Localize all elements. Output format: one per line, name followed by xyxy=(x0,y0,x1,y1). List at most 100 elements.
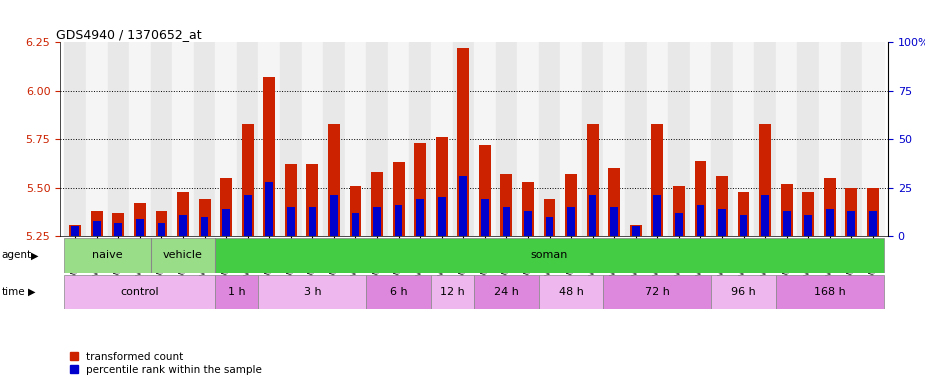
Bar xyxy=(474,275,538,309)
Bar xyxy=(395,205,402,236)
Text: 48 h: 48 h xyxy=(559,287,584,297)
Bar xyxy=(345,42,366,236)
Bar xyxy=(695,161,707,236)
Bar xyxy=(280,42,302,236)
Bar xyxy=(862,42,883,236)
Bar xyxy=(222,209,230,236)
Bar xyxy=(797,42,819,236)
Bar xyxy=(546,217,553,236)
Bar xyxy=(438,197,446,236)
Bar xyxy=(582,42,603,236)
Bar xyxy=(754,42,776,236)
Bar xyxy=(824,178,835,236)
Bar xyxy=(172,42,194,236)
Bar xyxy=(71,227,79,236)
Text: agent: agent xyxy=(2,250,32,260)
Bar xyxy=(737,192,749,236)
Bar xyxy=(479,145,491,236)
Bar xyxy=(474,42,496,236)
Text: 168 h: 168 h xyxy=(814,287,845,297)
Bar xyxy=(668,42,690,236)
Bar xyxy=(371,172,383,236)
Bar xyxy=(302,42,323,236)
Bar xyxy=(524,211,532,236)
Bar xyxy=(306,164,318,236)
Bar xyxy=(733,42,754,236)
Bar xyxy=(216,275,258,309)
Bar xyxy=(265,182,273,236)
Bar xyxy=(776,275,883,309)
Bar xyxy=(86,42,107,236)
Text: 24 h: 24 h xyxy=(494,287,519,297)
Bar xyxy=(522,182,534,236)
Bar xyxy=(653,195,661,236)
Bar xyxy=(675,213,683,236)
Bar xyxy=(151,238,216,273)
Bar xyxy=(373,207,381,236)
Text: 3 h: 3 h xyxy=(303,287,321,297)
Bar xyxy=(826,209,833,236)
Bar xyxy=(115,223,122,236)
Text: GDS4940 / 1370652_at: GDS4940 / 1370652_at xyxy=(56,28,202,41)
Bar xyxy=(431,275,474,309)
Bar xyxy=(65,42,86,236)
Bar xyxy=(538,275,603,309)
Bar xyxy=(410,42,431,236)
Bar xyxy=(436,137,448,236)
Text: ▶: ▶ xyxy=(28,287,35,297)
Bar xyxy=(258,42,280,236)
Bar xyxy=(783,211,791,236)
Bar xyxy=(155,211,167,236)
Bar xyxy=(258,275,366,309)
Text: ▶: ▶ xyxy=(31,250,38,260)
Bar xyxy=(113,213,124,236)
Bar xyxy=(91,211,103,236)
Bar xyxy=(776,42,797,236)
Bar xyxy=(457,48,469,236)
Bar xyxy=(241,124,253,236)
Bar xyxy=(431,42,452,236)
Bar xyxy=(870,211,877,236)
Bar xyxy=(201,217,208,236)
Bar xyxy=(264,77,275,236)
Bar xyxy=(819,42,841,236)
Bar xyxy=(690,42,711,236)
Bar xyxy=(194,42,216,236)
Bar xyxy=(632,227,639,236)
Bar xyxy=(366,275,431,309)
Bar xyxy=(841,42,862,236)
Bar xyxy=(136,219,143,236)
Bar xyxy=(199,199,211,236)
Bar xyxy=(761,195,769,236)
Bar xyxy=(216,42,237,236)
Bar xyxy=(500,174,512,236)
Bar xyxy=(134,203,146,236)
Bar xyxy=(740,215,747,236)
Bar xyxy=(69,225,81,236)
Text: control: control xyxy=(120,287,159,297)
Legend: transformed count, percentile rank within the sample: transformed count, percentile rank withi… xyxy=(66,348,266,379)
Bar xyxy=(561,42,582,236)
Text: soman: soman xyxy=(531,250,568,260)
Bar xyxy=(330,195,338,236)
Text: time: time xyxy=(2,287,26,297)
Text: 12 h: 12 h xyxy=(440,287,465,297)
Bar xyxy=(481,199,488,236)
Bar xyxy=(697,205,704,236)
Bar xyxy=(460,176,467,236)
Bar xyxy=(711,275,776,309)
Bar xyxy=(867,188,879,236)
Bar xyxy=(107,42,130,236)
Bar xyxy=(673,186,684,236)
Bar xyxy=(65,275,216,309)
Bar xyxy=(366,42,388,236)
Bar xyxy=(309,207,316,236)
Bar xyxy=(328,124,339,236)
Bar xyxy=(216,238,883,273)
Bar xyxy=(781,184,793,236)
Bar xyxy=(759,124,771,236)
Bar xyxy=(603,275,711,309)
Bar xyxy=(847,211,856,236)
Text: naive: naive xyxy=(92,250,123,260)
Bar xyxy=(651,124,663,236)
